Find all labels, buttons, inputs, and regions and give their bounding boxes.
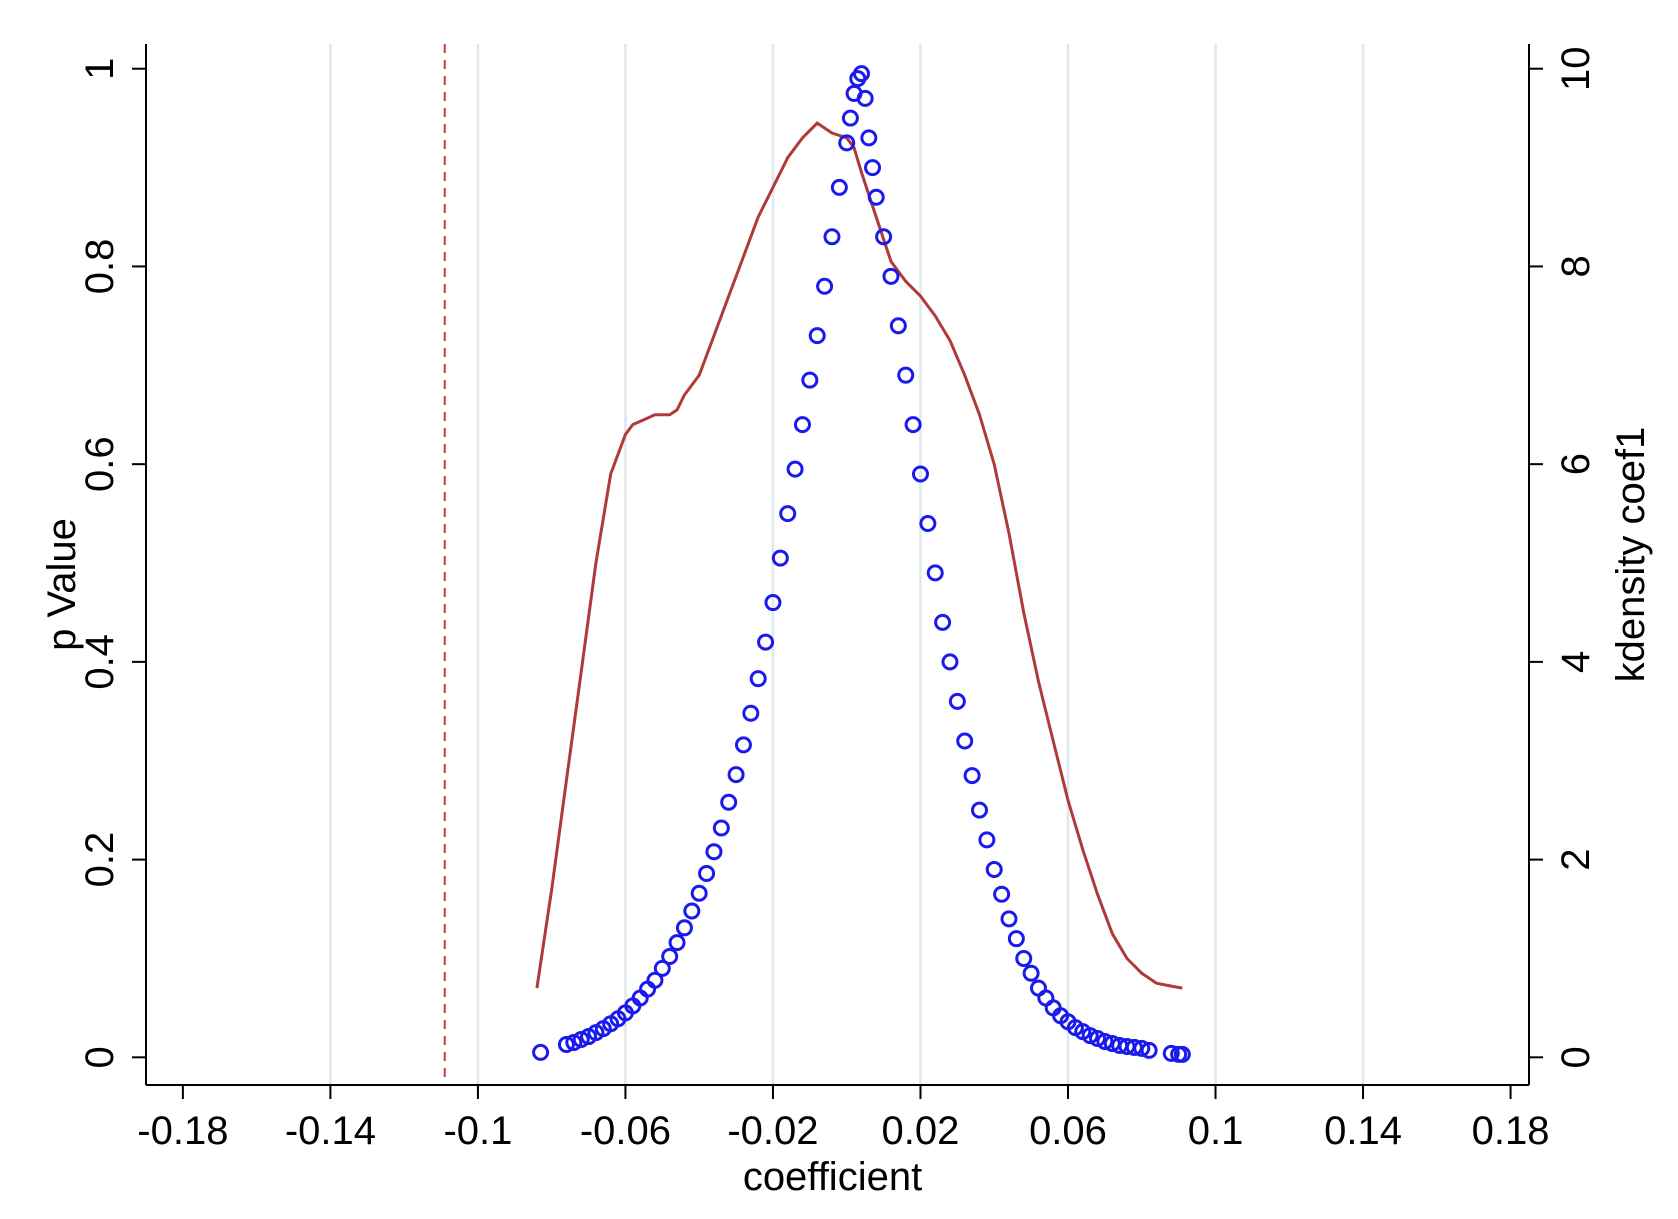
scatter-point	[1173, 1045, 1191, 1063]
scatter-point	[749, 670, 767, 688]
scatter-point	[830, 178, 848, 196]
y-tick-label-left: 0.4	[78, 634, 122, 690]
density-line	[535, 121, 1183, 990]
y-tick-label-left: 0	[78, 1046, 122, 1068]
x-tick-label: -0.1	[443, 1109, 512, 1153]
labels-layer: -0.18 -0.14 -0.1 -0.06 -0.02 0.02 0.06 0.1 0.14 0…	[40, 46, 1653, 1199]
scatter-point	[1133, 1039, 1151, 1057]
scatter-point	[720, 793, 738, 811]
scatter-point	[1000, 910, 1018, 928]
scatter-point	[734, 736, 752, 754]
x-tick-label: -0.06	[580, 1109, 671, 1153]
scatter-point	[897, 366, 915, 384]
axes-layer	[132, 44, 1543, 1099]
scatter-point	[771, 549, 789, 567]
y-tick-label-right: 4	[1554, 651, 1598, 673]
scatter-point	[860, 129, 878, 147]
scatter-point	[705, 843, 723, 861]
scatter-point	[661, 947, 679, 965]
scatter-point	[683, 902, 701, 920]
scatter-point	[864, 159, 882, 177]
scatter-point	[867, 188, 885, 206]
x-axis-title: coefficient	[743, 1155, 922, 1199]
scatter-point	[941, 653, 959, 671]
x-tick-label: 0.02	[882, 1109, 960, 1153]
scatter-point	[727, 766, 745, 784]
scatter-point	[852, 65, 870, 83]
x-tick-label: -0.18	[137, 1109, 228, 1153]
scatter-point	[557, 1035, 575, 1053]
scatter-point	[793, 416, 811, 434]
x-tick-label: -0.14	[285, 1109, 376, 1153]
y-tick-label-right: 0	[1554, 1046, 1598, 1068]
x-tick-label: 0.06	[1029, 1109, 1107, 1153]
x-tick-label: 0.1	[1188, 1109, 1244, 1153]
scatter-point	[690, 884, 708, 902]
scatter-point	[985, 860, 1003, 878]
y-tick-label-right: 8	[1554, 255, 1598, 277]
y-axis-title-right: kdensity coef1	[1609, 427, 1653, 683]
density-line-layer	[535, 121, 1183, 990]
scatter-point	[808, 327, 826, 345]
y-tick-label-right: 6	[1554, 453, 1598, 475]
y-tick-label-right: 10	[1554, 46, 1598, 91]
y-tick-label-left: 0.6	[78, 436, 122, 492]
y-tick-label-right: 2	[1554, 848, 1598, 870]
x-tick-label: 0.14	[1324, 1109, 1402, 1153]
scatter-point	[675, 919, 693, 937]
scatter-point	[653, 959, 671, 977]
scatter-point	[904, 416, 922, 434]
scatter-point	[1015, 949, 1033, 967]
scatter-point	[801, 371, 819, 389]
scatter-point	[668, 934, 686, 952]
scatter-point	[889, 317, 907, 335]
y-tick-label-left: 0.2	[78, 832, 122, 888]
scatter-point	[1022, 964, 1040, 982]
scatter-point	[779, 505, 797, 523]
scatter-point	[838, 134, 856, 152]
scatter-point	[823, 228, 841, 246]
scatter-point	[786, 460, 804, 478]
y-tick-label-left: 0.8	[78, 239, 122, 295]
scatter-point	[963, 767, 981, 785]
scatter-point	[956, 732, 974, 750]
scatter-point	[712, 819, 730, 837]
scatter-point	[1007, 930, 1025, 948]
scatter-point	[841, 109, 859, 127]
x-tick-label: -0.02	[727, 1109, 818, 1153]
scatter-point	[816, 277, 834, 295]
scatter-point	[993, 885, 1011, 903]
y-axis-title-left: p Value	[40, 518, 84, 651]
scatter-point	[757, 633, 775, 651]
scatter-point	[1162, 1044, 1180, 1062]
scatter-point	[882, 267, 900, 285]
scatter-point	[1140, 1041, 1158, 1059]
scatter-point	[764, 594, 782, 612]
scatter-point	[742, 704, 760, 722]
scatter-point	[532, 1043, 550, 1061]
x-tick-label: 0.18	[1472, 1109, 1550, 1153]
scatter-point	[970, 801, 988, 819]
scatter-point	[646, 971, 664, 989]
scatter-point	[919, 514, 937, 532]
scatter-point	[948, 692, 966, 710]
scatter-point	[911, 465, 929, 483]
scatter-point	[934, 613, 952, 631]
scatter-points-layer	[532, 65, 1191, 1063]
grid-layer	[329, 44, 1365, 1085]
scatter-point	[856, 89, 874, 107]
scatter-point	[875, 228, 893, 246]
scatter-point	[978, 831, 996, 849]
y-tick-label-left: 1	[78, 58, 122, 80]
scatter-point	[698, 864, 716, 882]
scatter-point	[1096, 1033, 1114, 1051]
scatter-point	[926, 564, 944, 582]
